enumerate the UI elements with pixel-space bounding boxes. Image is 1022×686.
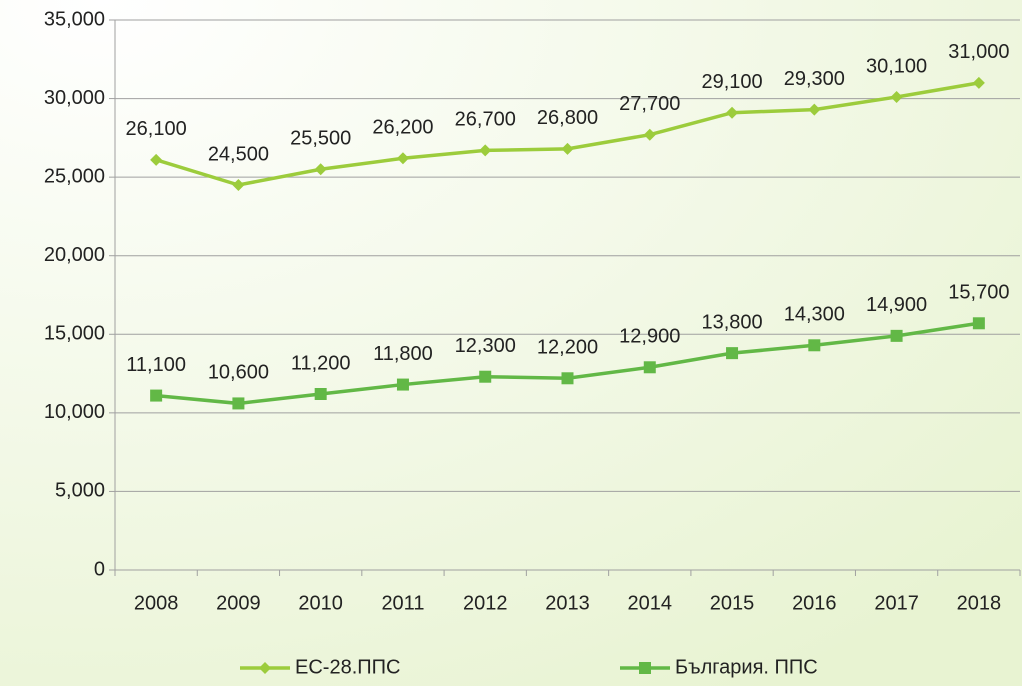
data-point bbox=[890, 91, 903, 103]
x-tick-label: 2009 bbox=[216, 592, 261, 614]
data-label: 29,100 bbox=[701, 71, 762, 93]
x-tick-label: 2018 bbox=[957, 592, 1002, 614]
y-tick-label: 30,000 bbox=[44, 87, 105, 109]
data-label: 25,500 bbox=[290, 128, 351, 150]
x-tick-label: 2015 bbox=[710, 592, 755, 614]
x-tick-label: 2010 bbox=[298, 592, 343, 614]
y-tick-label: 0 bbox=[94, 558, 105, 580]
legend-label: България. ППС bbox=[675, 656, 818, 678]
data-point bbox=[808, 103, 821, 116]
data-label: 11,100 bbox=[126, 354, 186, 376]
data-point bbox=[396, 378, 409, 391]
data-point bbox=[479, 370, 492, 383]
data-point bbox=[643, 128, 656, 141]
data-label: 29,300 bbox=[784, 68, 845, 90]
data-point bbox=[561, 142, 574, 155]
x-tick-label: 2011 bbox=[381, 592, 424, 614]
data-point bbox=[726, 347, 739, 360]
data-label: 14,900 bbox=[866, 294, 927, 316]
data-point bbox=[890, 329, 903, 342]
data-point bbox=[314, 388, 327, 400]
y-tick-label: 5,000 bbox=[55, 480, 105, 502]
x-tick-label: 2012 bbox=[463, 592, 508, 614]
data-point bbox=[479, 144, 492, 157]
data-point bbox=[232, 179, 245, 191]
data-label: 12,900 bbox=[619, 326, 680, 348]
data-label: 26,100 bbox=[126, 118, 187, 140]
data-point bbox=[150, 389, 163, 402]
data-label: 31,000 bbox=[948, 41, 1009, 63]
x-tick-label: 2008 bbox=[134, 592, 179, 614]
legend-marker bbox=[639, 662, 651, 674]
data-point bbox=[808, 339, 821, 352]
x-tick-label: 2014 bbox=[628, 592, 673, 614]
data-point bbox=[972, 76, 985, 89]
x-tick-label: 2017 bbox=[874, 592, 919, 614]
data-label: 10,600 bbox=[208, 362, 269, 384]
data-point bbox=[150, 153, 163, 166]
data-label: 26,700 bbox=[455, 109, 516, 131]
data-point bbox=[726, 106, 739, 119]
data-label: 15,700 bbox=[948, 282, 1009, 304]
y-tick-label: 35,000 bbox=[44, 8, 105, 30]
y-tick-label: 20,000 bbox=[44, 244, 105, 266]
data-point bbox=[314, 163, 327, 176]
data-label: 14,300 bbox=[784, 304, 845, 326]
data-point bbox=[396, 152, 409, 165]
data-label: 26,200 bbox=[372, 117, 433, 139]
y-tick-label: 15,000 bbox=[44, 323, 105, 345]
legend-label: ЕС-28.ППС bbox=[295, 656, 400, 678]
data-label: 11,200 bbox=[291, 352, 351, 374]
data-label: 26,800 bbox=[537, 107, 598, 129]
data-point bbox=[232, 397, 245, 410]
data-label: 11,800 bbox=[373, 343, 433, 365]
y-tick-label: 10,000 bbox=[44, 401, 105, 423]
data-label: 12,300 bbox=[455, 335, 516, 357]
data-label: 30,100 bbox=[866, 55, 927, 77]
x-tick-label: 2013 bbox=[545, 592, 590, 614]
data-point bbox=[561, 372, 574, 385]
data-point bbox=[972, 317, 985, 330]
x-tick-label: 2016 bbox=[792, 592, 837, 614]
legend-marker bbox=[259, 662, 271, 674]
data-label: 24,500 bbox=[208, 143, 269, 165]
data-label: 13,800 bbox=[701, 311, 762, 333]
data-label: 27,700 bbox=[619, 93, 680, 115]
y-tick-label: 25,000 bbox=[44, 165, 105, 187]
data-label: 12,200 bbox=[537, 337, 598, 359]
data-point bbox=[643, 361, 656, 374]
